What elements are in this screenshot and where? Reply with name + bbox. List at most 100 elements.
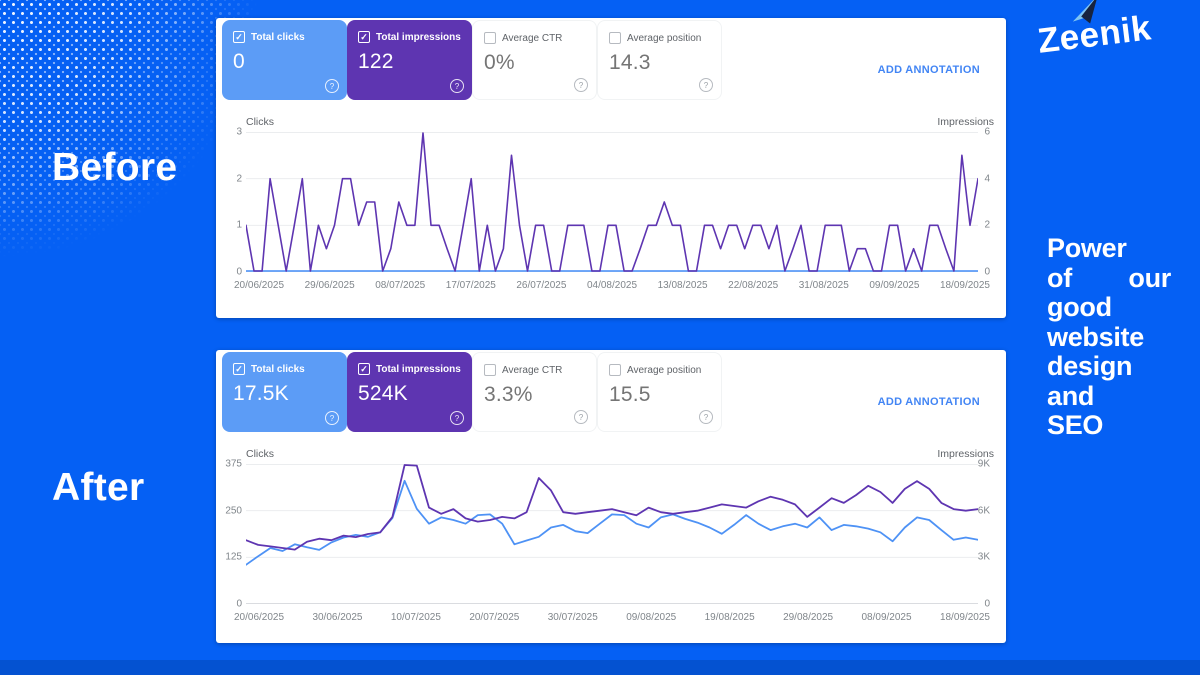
after-label: After — [52, 466, 145, 509]
metric-label: Total impressions — [376, 31, 461, 43]
metric-cards-row: ✓ Total clicks 0? ✓ Total impressions 122? Ave… — [222, 20, 722, 100]
metric-label: Total clicks — [251, 31, 305, 43]
x-tick-label: 10/07/2025 — [390, 612, 441, 623]
x-tick-label: 29/08/2025 — [783, 612, 834, 623]
x-tick-label: 19/08/2025 — [704, 612, 755, 623]
x-tick-label: 30/06/2025 — [312, 612, 363, 623]
bottom-accent-band — [0, 660, 1200, 675]
x-tick-label: 09/09/2025 — [869, 280, 920, 291]
metric-value: 122 — [358, 50, 394, 73]
gsc-panel-before: ✓ Total clicks 0? ✓ Total impressions 122? Ave… — [216, 18, 1006, 318]
tagline-line: website — [1047, 321, 1144, 352]
x-tick-label: 20/07/2025 — [469, 612, 520, 623]
help-icon[interactable]: ? — [574, 410, 588, 424]
help-icon[interactable]: ? — [450, 79, 464, 93]
axis-tick-label: 9K — [977, 458, 990, 470]
metric-value: 0 — [233, 50, 245, 73]
checkbox-icon[interactable]: ✓ — [233, 31, 245, 43]
tagline-line: Power — [1047, 233, 1127, 263]
brand-logo: Zeenik — [1036, 0, 1200, 62]
add-annotation-button[interactable]: ADD ANNOTATION — [872, 63, 986, 77]
metric-cards-row: ✓ Total clicks 17.5K? ✓ Total impressions 524… — [222, 352, 722, 432]
axis-tick-label: 4 — [984, 173, 990, 185]
checkbox-icon[interactable] — [484, 364, 496, 376]
tagline: Power of our good website design and SEO — [1047, 233, 1171, 441]
help-icon[interactable]: ? — [325, 79, 339, 93]
checkbox-icon[interactable] — [484, 32, 496, 44]
x-tick-label: 29/06/2025 — [304, 280, 355, 291]
tagline-line: good — [1047, 292, 1112, 322]
checkbox-icon[interactable] — [609, 32, 621, 44]
right-axis-ticks: 0 2 4 6 — [960, 127, 990, 278]
right-axis-title: Impressions — [937, 116, 994, 128]
left-axis-title: Clicks — [246, 116, 274, 128]
metric-card-average-ctr[interactable]: Average CTR 0%? — [472, 20, 597, 100]
axis-tick-label: 3K — [977, 551, 990, 563]
x-tick-label: 18/09/2025 — [939, 612, 990, 623]
x-tick-label: 17/07/2025 — [445, 280, 496, 291]
x-tick-label: 22/08/2025 — [728, 280, 779, 291]
axis-tick-label: 0 — [984, 598, 990, 610]
metric-card-total-impressions[interactable]: ✓ Total impressions 524K? — [347, 352, 472, 432]
x-tick-label: 08/07/2025 — [375, 280, 426, 291]
metric-value: 14.3 — [609, 51, 651, 74]
left-axis-title: Clicks — [246, 448, 274, 460]
help-icon[interactable]: ? — [450, 411, 464, 425]
line-chart — [246, 464, 978, 604]
x-tick-label: 26/07/2025 — [516, 280, 567, 291]
metric-label: Total impressions — [376, 363, 461, 375]
metric-value: 17.5K — [233, 382, 289, 405]
line-chart — [246, 132, 978, 272]
x-tick-label: 18/09/2025 — [939, 280, 990, 291]
tagline-line: of our — [1047, 262, 1171, 293]
tagline-line: design — [1047, 351, 1133, 381]
metric-label: Average position — [627, 32, 702, 44]
right-axis-title: Impressions — [937, 448, 994, 460]
metric-card-total-clicks[interactable]: ✓ Total clicks 17.5K? — [222, 352, 347, 432]
axis-tick-label: 250 — [225, 505, 242, 517]
metric-card-average-ctr[interactable]: Average CTR 3.3%? — [472, 352, 597, 432]
axis-tick-label: 1 — [236, 219, 242, 231]
before-label: Before — [52, 146, 178, 189]
axis-tick-label: 3 — [236, 126, 242, 138]
checkbox-icon[interactable]: ✓ — [358, 31, 370, 43]
axis-tick-label: 6 — [984, 126, 990, 138]
left-axis-ticks: 0 1 2 3 — [216, 127, 242, 278]
axis-tick-label: 0 — [236, 598, 242, 610]
x-tick-label: 20/06/2025 — [234, 280, 285, 291]
axis-tick-label: 0 — [236, 266, 242, 278]
metric-label: Average CTR — [502, 32, 563, 44]
x-tick-label: 13/08/2025 — [657, 280, 708, 291]
x-tick-label: 31/08/2025 — [798, 280, 849, 291]
gsc-panel-after: ✓ Total clicks 17.5K? ✓ Total impressions 524… — [216, 350, 1006, 643]
axis-tick-label: 2 — [984, 219, 990, 231]
metric-label: Average CTR — [502, 364, 563, 376]
help-icon[interactable]: ? — [699, 410, 713, 424]
metric-card-total-clicks[interactable]: ✓ Total clicks 0? — [222, 20, 347, 100]
checkbox-icon[interactable] — [609, 364, 621, 376]
x-tick-label: 09/08/2025 — [626, 612, 677, 623]
axis-tick-label: 0 — [984, 266, 990, 278]
axis-tick-label: 2 — [236, 173, 242, 185]
x-axis-date-labels: 20/06/2025 29/06/2025 08/07/2025 17/07/2025… — [234, 280, 990, 291]
x-tick-label: 08/09/2025 — [861, 612, 912, 623]
x-tick-label: 30/07/2025 — [547, 612, 598, 623]
help-icon[interactable]: ? — [325, 411, 339, 425]
metric-card-total-impressions[interactable]: ✓ Total impressions 122? — [347, 20, 472, 100]
metric-card-average-position[interactable]: Average position 14.3? — [597, 20, 722, 100]
checkbox-icon[interactable]: ✓ — [233, 363, 245, 375]
add-annotation-button[interactable]: ADD ANNOTATION — [872, 395, 986, 409]
metric-value: 3.3% — [484, 383, 533, 406]
axis-tick-label: 125 — [225, 551, 242, 563]
help-icon[interactable]: ? — [574, 78, 588, 92]
tagline-line: and — [1047, 380, 1095, 411]
series-line-clicks — [246, 479, 978, 566]
x-tick-label: 20/06/2025 — [234, 612, 285, 623]
x-tick-label: 04/08/2025 — [586, 280, 638, 291]
checkbox-icon[interactable]: ✓ — [358, 363, 370, 375]
axis-tick-label: 375 — [225, 458, 242, 470]
help-icon[interactable]: ? — [699, 78, 713, 92]
metric-card-average-position[interactable]: Average position 15.5? — [597, 352, 722, 432]
series-line-impressions — [246, 464, 978, 551]
series-line-impressions — [246, 132, 978, 272]
